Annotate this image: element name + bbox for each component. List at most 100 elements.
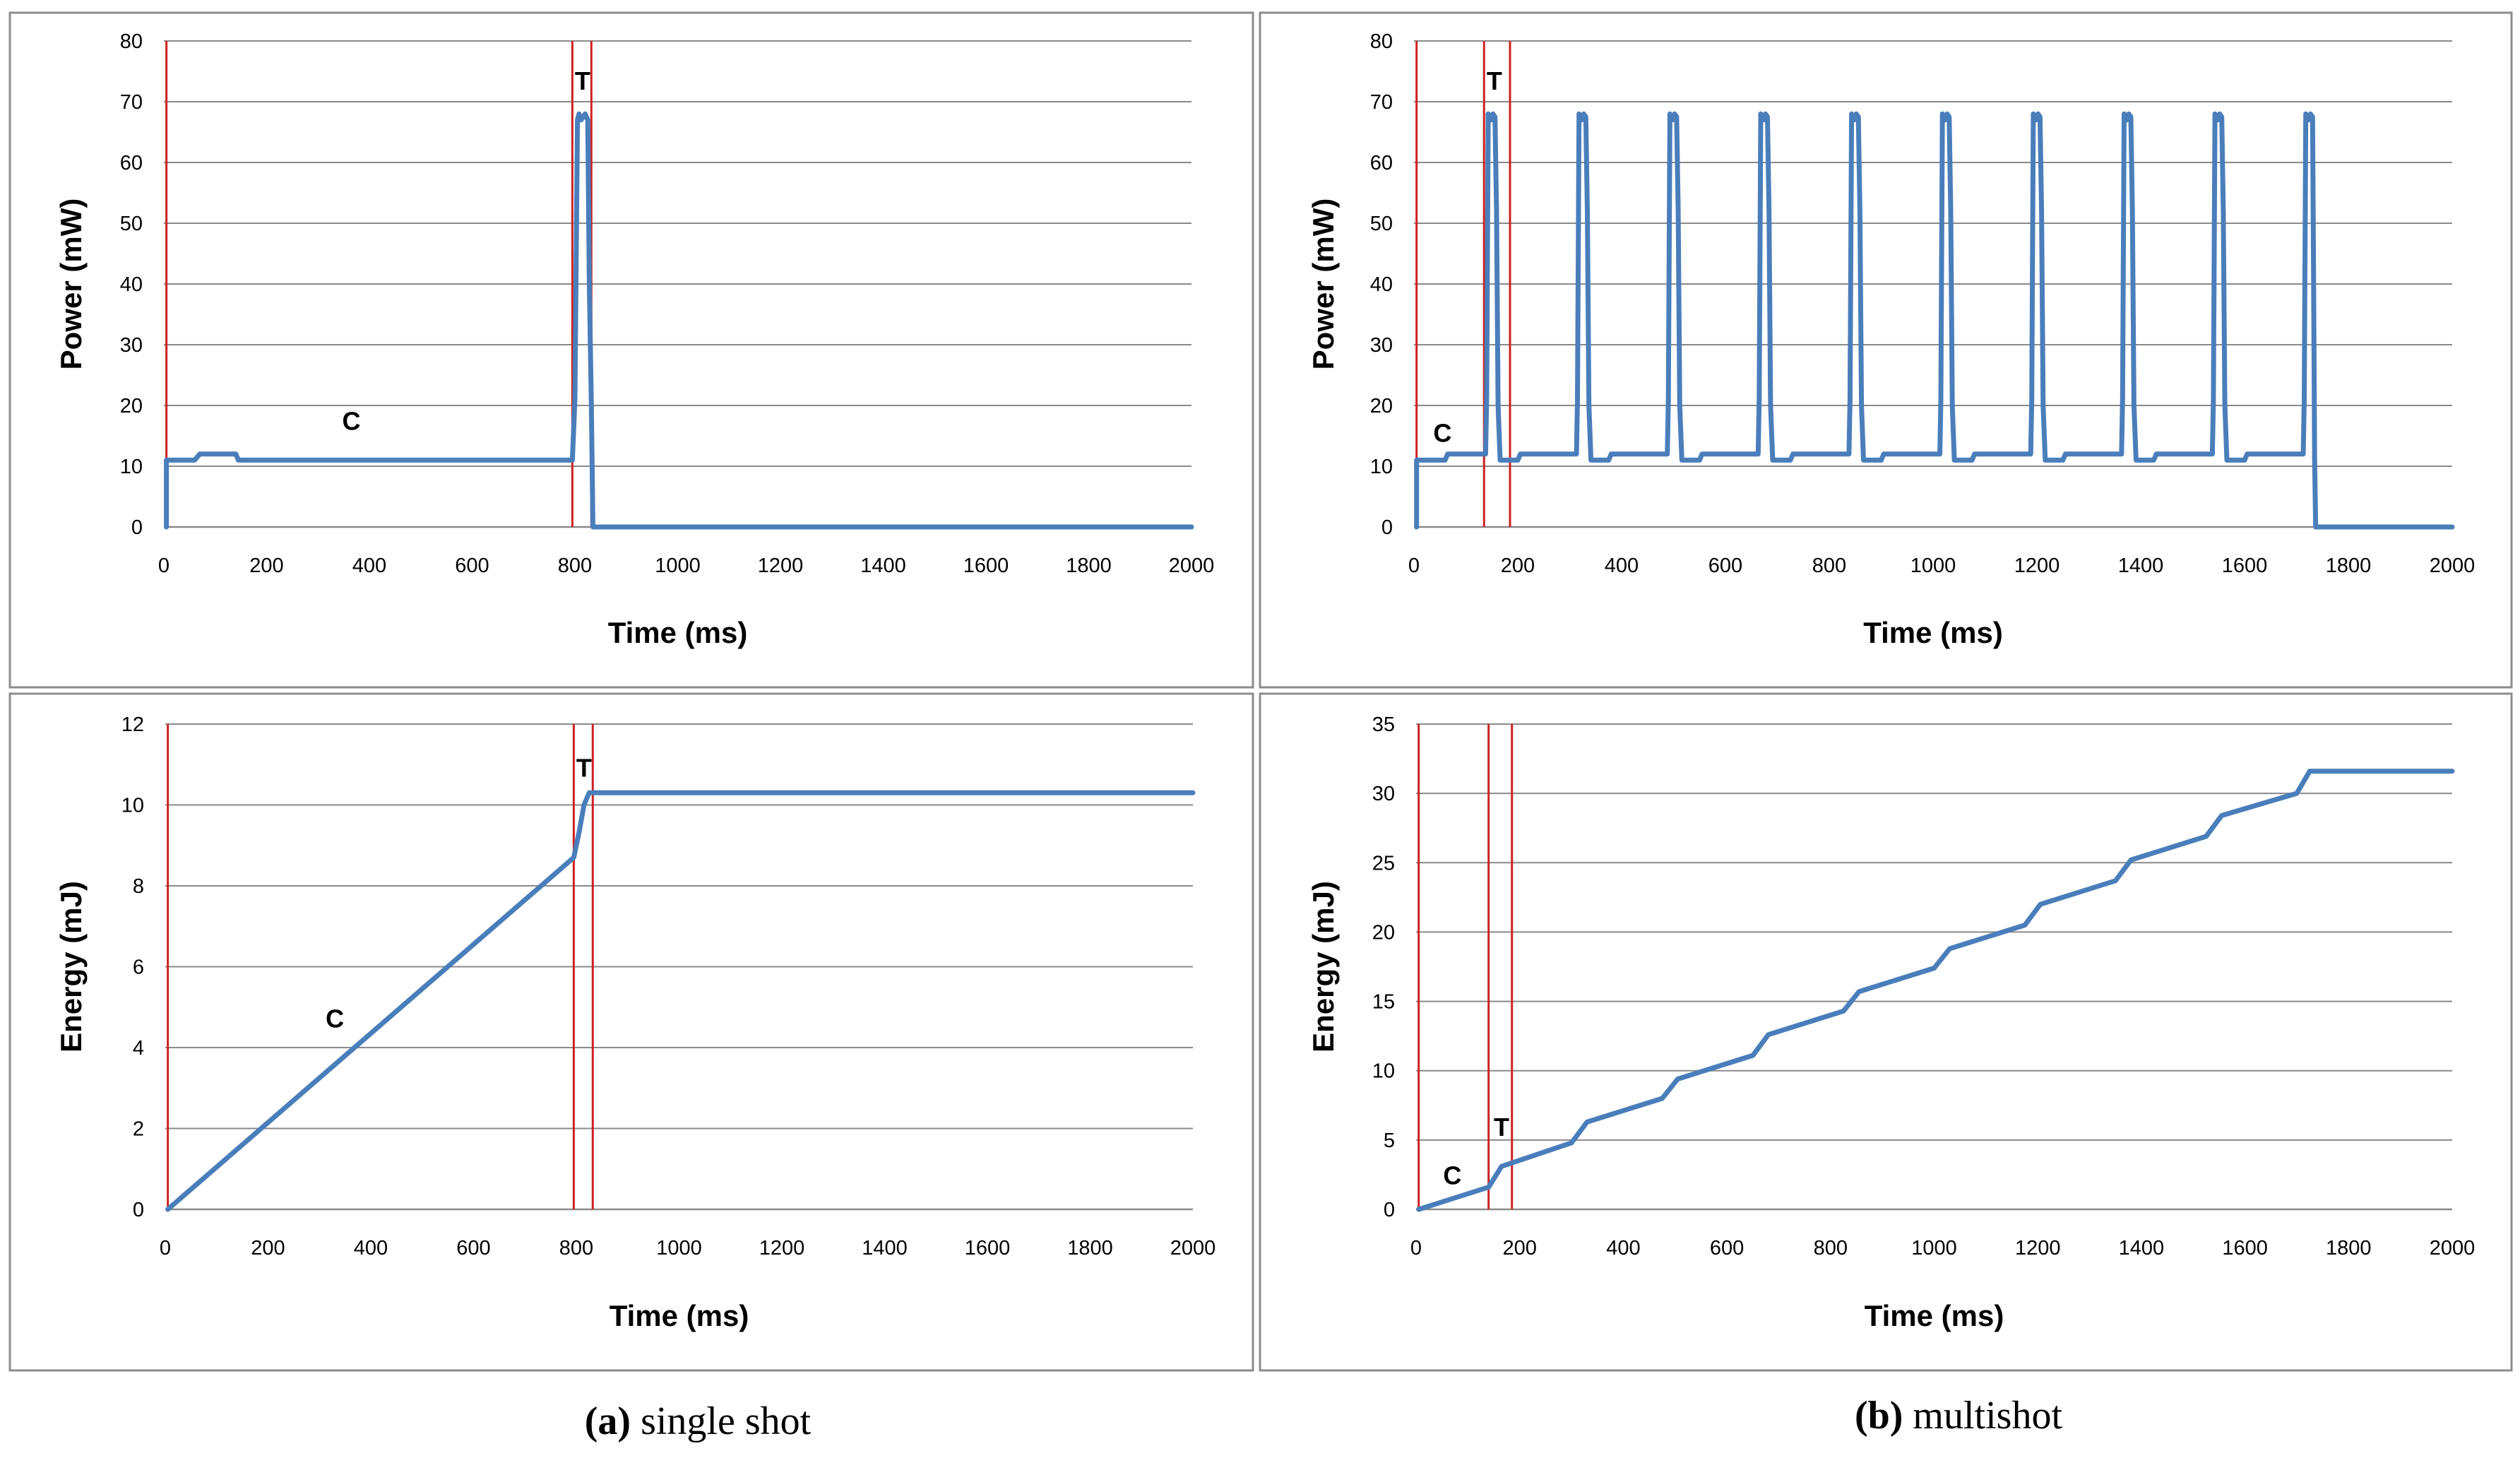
x-tick-label: 600 — [455, 555, 489, 577]
x-tick-label: 1200 — [2014, 555, 2060, 577]
y-tick-label: 35 — [1372, 713, 1395, 736]
series-line-power — [164, 111, 1194, 530]
x-tick-label: 400 — [354, 1237, 388, 1260]
y-tick-label: 4 — [133, 1037, 144, 1060]
y-tick-label: 2 — [133, 1118, 144, 1141]
y-tick-label: 0 — [131, 516, 143, 539]
x-tick-label: 0 — [1410, 1237, 1422, 1260]
x-tick-label: 400 — [1606, 1237, 1640, 1260]
y-tick-label: 50 — [120, 213, 143, 235]
y-tick-label: 5 — [1384, 1130, 1395, 1152]
x-tick-label: 600 — [1710, 1237, 1744, 1260]
caption-a-label: (a) — [585, 1399, 631, 1443]
x-tick-label: 1800 — [2326, 555, 2372, 577]
series-line-power — [1414, 111, 2455, 530]
caption-b: (b) multishot — [1855, 1394, 2062, 1438]
x-tick-label: 1600 — [2222, 1237, 2268, 1260]
y-tick-label: 60 — [1370, 152, 1393, 174]
y-tick-label: 0 — [133, 1199, 144, 1221]
x-tick-label: 1000 — [655, 555, 701, 577]
x-tick-label: 800 — [1814, 1237, 1848, 1260]
x-tick-label: 0 — [1408, 555, 1420, 577]
y-tick-label: 80 — [1370, 30, 1393, 53]
y-tick-label: 12 — [121, 713, 144, 736]
annotation-c: C — [1443, 1161, 1461, 1190]
panel-a-power-frame — [8, 11, 1254, 689]
y-tick-label: 25 — [1372, 852, 1395, 875]
x-tick-label: 800 — [1812, 555, 1846, 577]
x-tick-label: 1000 — [1911, 1237, 1957, 1260]
series-line-energy — [165, 790, 1196, 1212]
x-axis-title: Time (ms) — [1863, 616, 2003, 649]
x-tick-label: 1400 — [860, 555, 906, 577]
y-tick-label: 20 — [1370, 395, 1393, 417]
annotation-t: T — [1494, 1113, 1509, 1142]
x-axis-title: Time (ms) — [610, 1299, 749, 1332]
x-tick-label: 1800 — [1067, 1237, 1113, 1260]
y-axis-title: Power (mW) — [1307, 198, 1340, 370]
caption-a-text: single shot — [641, 1399, 812, 1443]
panel-b-energy-frame — [1259, 692, 2513, 1372]
caption-a: (a) single shot — [585, 1399, 812, 1443]
x-tick-label: 200 — [249, 555, 283, 577]
annotation-c: C — [326, 1004, 344, 1033]
y-tick-label: 30 — [1370, 334, 1393, 357]
x-axis-title: Time (ms) — [1865, 1299, 2004, 1332]
y-tick-label: 10 — [121, 795, 144, 817]
y-tick-label: 10 — [120, 456, 143, 478]
y-tick-label: 30 — [120, 334, 143, 357]
annotation-c: C — [1433, 419, 1451, 448]
x-tick-label: 2000 — [1169, 555, 1215, 577]
x-tick-label: 200 — [1503, 1237, 1537, 1260]
series-line-energy — [1416, 769, 2455, 1212]
y-tick-label: 15 — [1372, 991, 1395, 1014]
x-tick-label: 0 — [160, 1237, 171, 1260]
x-tick-label: 600 — [456, 1237, 490, 1260]
y-tick-label: 70 — [1370, 91, 1393, 114]
x-tick-label: 1400 — [2119, 1237, 2165, 1260]
y-tick-label: 10 — [1372, 1060, 1395, 1083]
x-tick-label: 1600 — [2222, 555, 2268, 577]
y-tick-label: 10 — [1370, 456, 1393, 478]
x-tick-label: 1200 — [2015, 1237, 2061, 1260]
x-tick-label: 400 — [352, 555, 386, 577]
x-axis-title: Time (ms) — [608, 616, 748, 649]
caption-b-label: (b) — [1855, 1394, 1903, 1438]
y-tick-label: 60 — [120, 152, 143, 174]
x-tick-label: 1600 — [963, 555, 1009, 577]
chart-a-energy: 0 2 4 6 8 10 12 0 200 400 600 800 1000 1200 1400 1600 18… — [54, 713, 1216, 1332]
x-tick-label: 0 — [158, 555, 170, 577]
x-tick-label: 2000 — [2430, 555, 2476, 577]
y-tick-label: 0 — [1381, 516, 1393, 539]
y-axis-title: Power (mW) — [54, 198, 88, 370]
x-tick-label: 800 — [559, 1237, 593, 1260]
x-tick-label: 1800 — [1066, 555, 1112, 577]
y-tick-label: 40 — [120, 273, 143, 296]
y-axis-title: Energy (mJ) — [1307, 881, 1340, 1053]
caption-b-text: multishot — [1913, 1394, 2062, 1438]
y-tick-label: 30 — [1372, 783, 1395, 805]
annotation-t: T — [576, 753, 592, 782]
x-tick-label: 1600 — [965, 1237, 1011, 1260]
x-tick-label: 200 — [1501, 555, 1535, 577]
x-tick-label: 1800 — [2326, 1237, 2372, 1260]
y-tick-label: 6 — [133, 956, 144, 979]
x-tick-label: 600 — [1708, 555, 1742, 577]
y-tick-label: 70 — [120, 91, 143, 114]
x-tick-label: 1200 — [758, 555, 804, 577]
y-tick-label: 20 — [120, 395, 143, 417]
x-tick-label: 400 — [1605, 555, 1639, 577]
annotation-t: T — [1487, 66, 1502, 95]
x-tick-label: 1000 — [1910, 555, 1956, 577]
y-tick-label: 20 — [1372, 921, 1395, 944]
y-tick-label: 0 — [1384, 1199, 1395, 1221]
panel-a-energy-frame — [8, 692, 1254, 1372]
y-tick-label: 40 — [1370, 273, 1393, 296]
chart-b-energy: 0 5 10 15 20 25 30 35 0 200 400 600 800 1000 1200 1400 1… — [1307, 713, 2475, 1332]
y-tick-label: 50 — [1370, 213, 1393, 235]
x-tick-label: 2000 — [1170, 1237, 1216, 1260]
y-axis-title: Energy (mJ) — [54, 881, 88, 1053]
